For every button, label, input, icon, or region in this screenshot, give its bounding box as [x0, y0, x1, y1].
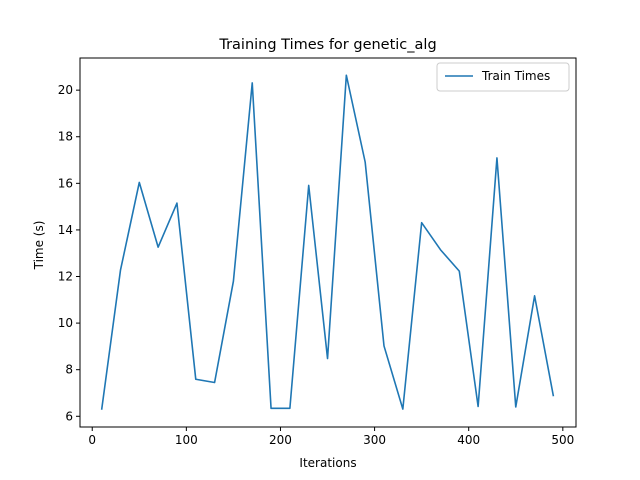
y-tick-label: 18: [58, 130, 73, 144]
legend-box: [436, 62, 570, 92]
x-tick-label: 300: [363, 433, 386, 447]
y-tick-label: 16: [58, 176, 73, 190]
axes: 0 100 200 300 400 500 6 8 10 12 14 16 18 20: [58, 57, 577, 447]
x-tick-label: 100: [175, 433, 198, 447]
y-tick-label: 14: [58, 223, 73, 237]
y-tick-label: 6: [65, 409, 73, 423]
y-tick-label: 20: [58, 83, 73, 97]
x-tick-label: 0: [88, 433, 96, 447]
legend-label: Train Times: [481, 69, 550, 83]
series-line-0: [100, 74, 555, 410]
y-tick-label: 12: [58, 270, 73, 284]
y-tick-label: 8: [65, 363, 73, 377]
x-tick-label: 500: [551, 433, 574, 447]
legend: Train Times: [436, 62, 570, 92]
chart-title: Training Times for genetic_alg: [218, 37, 436, 53]
x-axis-title: Iterations: [299, 456, 356, 470]
x-tick-label: 400: [457, 433, 480, 447]
x-tick-label: 200: [269, 433, 292, 447]
y-axis-title: Time (s): [32, 221, 46, 271]
plot-area: [100, 74, 555, 410]
y-tick-label: 10: [58, 316, 73, 330]
axes-frame: [79, 57, 577, 428]
